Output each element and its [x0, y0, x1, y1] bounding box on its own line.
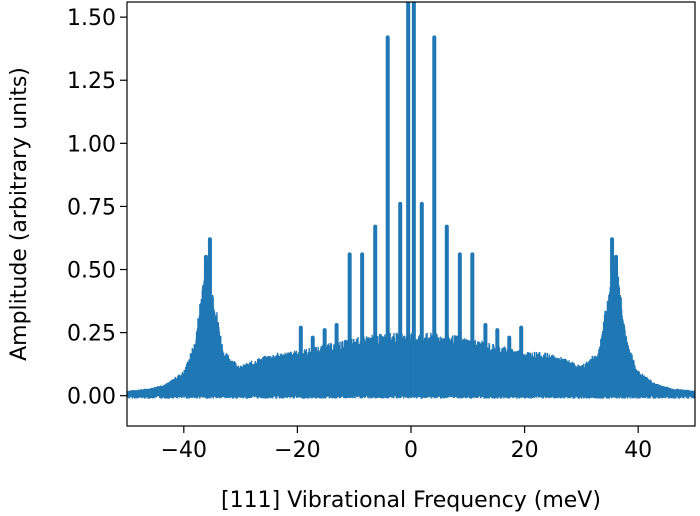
y-tick-label: 0.50	[67, 259, 116, 284]
y-tick-label: 1.50	[67, 6, 116, 31]
y-tick-label: 0.75	[67, 195, 116, 220]
x-axis-label: [111] Vibrational Frequency (meV)	[221, 488, 601, 513]
x-tick-label: −20	[274, 438, 320, 463]
signal-line	[127, 261, 695, 399]
y-axis-label: Amplitude (arbitrary units)	[7, 67, 32, 361]
plot-area	[127, 2, 695, 399]
y-tick-label: 1.00	[67, 132, 116, 157]
y-tick-label: 1.25	[67, 69, 116, 94]
y-tick-label: 0.00	[67, 385, 116, 410]
x-tick-label: 40	[624, 438, 652, 463]
x-tick-label: 0	[404, 438, 418, 463]
y-axis-ticks: 0.00 0.25 0.50 0.75 1.00 1.25 1.50	[67, 6, 127, 410]
x-tick-label: −40	[161, 438, 207, 463]
x-tick-label: 20	[511, 438, 539, 463]
y-tick-label: 0.25	[67, 322, 116, 347]
x-axis-ticks: −40 −20 0 20 40	[161, 426, 652, 463]
